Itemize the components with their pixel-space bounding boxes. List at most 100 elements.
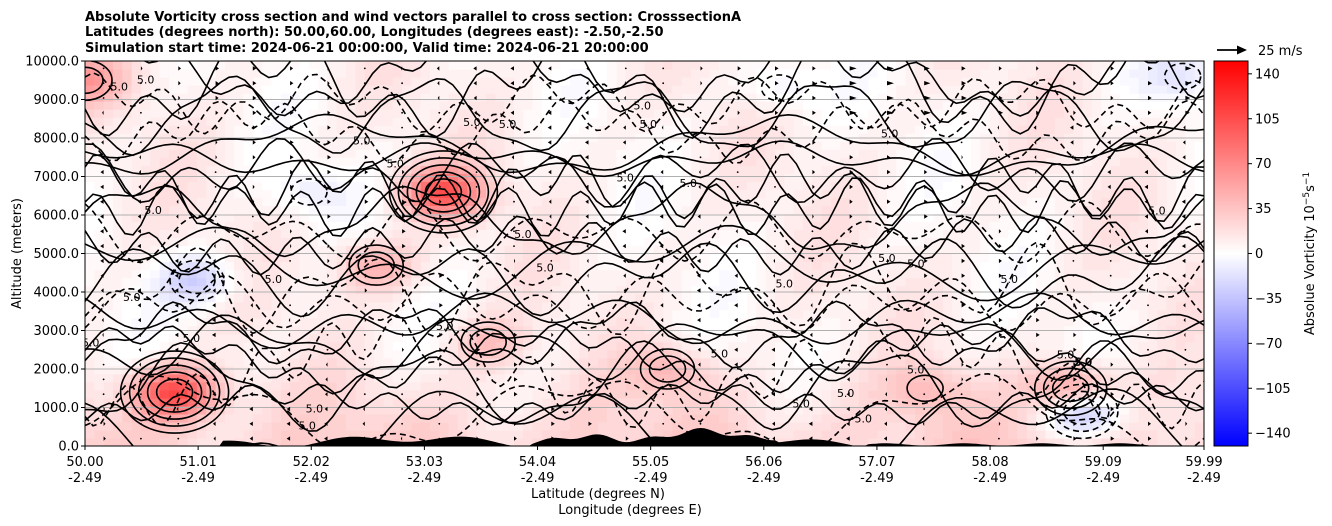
vorticity-cell bbox=[355, 93, 366, 102]
vorticity-cell bbox=[700, 213, 711, 223]
vorticity-cell bbox=[635, 101, 646, 110]
vorticity-cell bbox=[886, 365, 897, 375]
vorticity-cell bbox=[271, 165, 282, 174]
vorticity-cell bbox=[569, 141, 580, 150]
vorticity-cell bbox=[178, 261, 189, 271]
vorticity-cell bbox=[663, 245, 674, 255]
vorticity-cell bbox=[914, 277, 925, 287]
vorticity-cell bbox=[569, 77, 580, 86]
vorticity-cell bbox=[588, 357, 599, 367]
vorticity-cell bbox=[896, 221, 907, 231]
vorticity-cell bbox=[112, 237, 123, 247]
vorticity-cell bbox=[868, 229, 879, 239]
vorticity-cell bbox=[271, 349, 282, 359]
vorticity-cell bbox=[886, 293, 897, 303]
vorticity-cell bbox=[831, 149, 841, 158]
vorticity-cell bbox=[560, 373, 571, 383]
vorticity-cell bbox=[1026, 381, 1037, 391]
vorticity-cell bbox=[336, 421, 347, 431]
vorticity-cell bbox=[961, 61, 972, 70]
vorticity-cell bbox=[849, 293, 860, 303]
vorticity-cell bbox=[364, 373, 375, 383]
vorticity-cell bbox=[756, 357, 767, 367]
vorticity-cell bbox=[803, 341, 813, 351]
vorticity-cell bbox=[569, 181, 580, 190]
vorticity-cell bbox=[728, 261, 739, 271]
vorticity-cell bbox=[784, 429, 795, 439]
vorticity-cell bbox=[215, 341, 226, 351]
vorticity-cell bbox=[691, 173, 702, 182]
vorticity-cell bbox=[485, 117, 496, 126]
vorticity-cell bbox=[532, 197, 543, 206]
vorticity-cell bbox=[560, 381, 571, 391]
vorticity-cell bbox=[1036, 77, 1047, 86]
vorticity-cell bbox=[140, 429, 151, 439]
vorticity-cell bbox=[644, 221, 655, 231]
vorticity-cell bbox=[122, 269, 133, 279]
vorticity-cell bbox=[271, 413, 282, 423]
vorticity-cell bbox=[998, 397, 1009, 407]
vorticity-cell bbox=[663, 333, 674, 343]
vorticity-cell bbox=[952, 245, 963, 255]
vorticity-cell bbox=[439, 101, 450, 110]
vorticity-cell bbox=[234, 229, 245, 239]
vorticity-cell bbox=[243, 373, 254, 383]
vorticity-cell bbox=[532, 101, 543, 110]
vorticity-cell bbox=[858, 165, 869, 174]
vorticity-cell bbox=[728, 229, 739, 239]
vorticity-cell bbox=[1008, 173, 1019, 182]
vorticity-cell bbox=[85, 261, 95, 271]
vorticity-cell bbox=[635, 269, 646, 279]
vorticity-cell bbox=[280, 213, 291, 223]
vorticity-cell bbox=[579, 69, 590, 78]
vorticity-cell bbox=[374, 85, 384, 94]
vorticity-cell bbox=[681, 77, 692, 86]
vorticity-cell bbox=[821, 373, 832, 383]
vorticity-cell bbox=[112, 341, 123, 351]
vorticity-cell bbox=[504, 269, 515, 279]
vorticity-cell bbox=[504, 389, 515, 399]
vorticity-cell bbox=[868, 221, 879, 231]
vorticity-cell bbox=[653, 141, 664, 150]
vorticity-cell bbox=[355, 413, 366, 423]
vorticity-cell bbox=[970, 333, 981, 343]
vorticity-cell bbox=[793, 125, 804, 134]
vorticity-cell bbox=[448, 157, 459, 166]
vorticity-cell bbox=[709, 253, 720, 263]
vorticity-cell bbox=[290, 237, 301, 247]
vorticity-cell bbox=[886, 357, 897, 367]
vorticity-cell bbox=[122, 437, 133, 446]
vorticity-cell bbox=[569, 413, 580, 423]
vorticity-cell bbox=[308, 141, 319, 150]
vorticity-cell bbox=[896, 357, 907, 367]
vorticity-cell bbox=[299, 317, 310, 327]
vorticity-cell bbox=[775, 309, 785, 319]
vorticity-cell bbox=[103, 237, 114, 247]
vorticity-cell bbox=[504, 413, 515, 423]
vorticity-cell bbox=[327, 125, 338, 134]
vorticity-cell bbox=[112, 189, 123, 198]
vorticity-cell bbox=[252, 309, 263, 319]
vorticity-cell bbox=[383, 365, 394, 375]
vorticity-cell bbox=[569, 229, 580, 239]
vorticity-cell bbox=[131, 165, 142, 174]
vorticity-cell bbox=[691, 245, 702, 255]
vorticity-cell bbox=[905, 237, 916, 247]
vorticity-cell bbox=[756, 85, 767, 94]
vorticity-cell bbox=[392, 117, 403, 126]
vorticity-cell bbox=[886, 85, 897, 94]
vorticity-cell bbox=[85, 301, 95, 311]
vorticity-cell bbox=[94, 85, 105, 94]
vorticity-cell bbox=[896, 165, 907, 174]
vorticity-cell bbox=[700, 141, 711, 150]
vorticity-cell bbox=[215, 85, 226, 94]
vorticity-cell bbox=[243, 317, 254, 327]
vorticity-cell bbox=[896, 181, 907, 190]
vorticity-cell bbox=[775, 189, 785, 198]
vorticity-cell bbox=[420, 245, 431, 255]
vorticity-cell bbox=[970, 365, 981, 375]
vorticity-cell bbox=[243, 69, 254, 78]
vorticity-cell bbox=[858, 261, 869, 271]
vorticity-cell bbox=[532, 365, 543, 375]
vorticity-cell bbox=[569, 205, 580, 214]
